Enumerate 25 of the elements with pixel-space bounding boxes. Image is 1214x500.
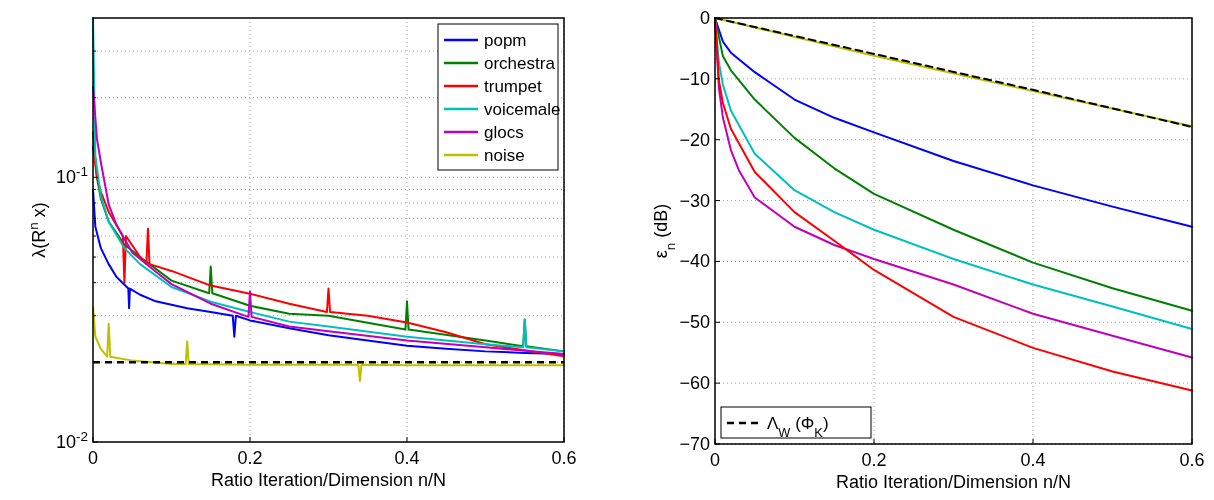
x-tick-label: 0.2 xyxy=(861,450,887,470)
legend-label: voicemale xyxy=(484,100,561,119)
y-tick-label: −70 xyxy=(679,434,710,454)
x-tick-label: 0.4 xyxy=(1020,450,1046,470)
legend-label: popm xyxy=(484,31,527,50)
x-axis-title: Ratio Iteration/Dimension n/N xyxy=(835,472,1072,492)
x-axis-title: Ratio Iteration/Dimension n/N xyxy=(210,470,447,490)
legend-label: trumpet xyxy=(484,77,542,96)
y-tick-label: 10$^{-2}$ xyxy=(55,428,88,452)
legend-label: noise xyxy=(484,146,525,165)
y-tick-label: −40 xyxy=(679,251,710,272)
x-tick-label: 0.2 xyxy=(237,448,263,468)
x-tick-label: 0.6 xyxy=(551,448,577,468)
x-tick-label: 0.6 xyxy=(1179,450,1205,470)
legend-label: Λ$_{W}$ (Φ$_{K}$) xyxy=(767,414,829,440)
legend-label: glocs xyxy=(484,123,524,142)
legend-label: orchestra xyxy=(484,54,556,73)
y-tick-label: −20 xyxy=(679,129,710,150)
y-tick-label: −60 xyxy=(679,373,710,394)
y-tick-label: 10$^{-1}$ xyxy=(55,163,88,188)
y-tick-label: 0 xyxy=(699,8,710,28)
y-tick-label: −50 xyxy=(679,312,710,333)
x-tick-label: 0.4 xyxy=(394,448,420,468)
y-tick-label: −30 xyxy=(679,190,710,211)
y-tick-label: −10 xyxy=(679,68,710,89)
